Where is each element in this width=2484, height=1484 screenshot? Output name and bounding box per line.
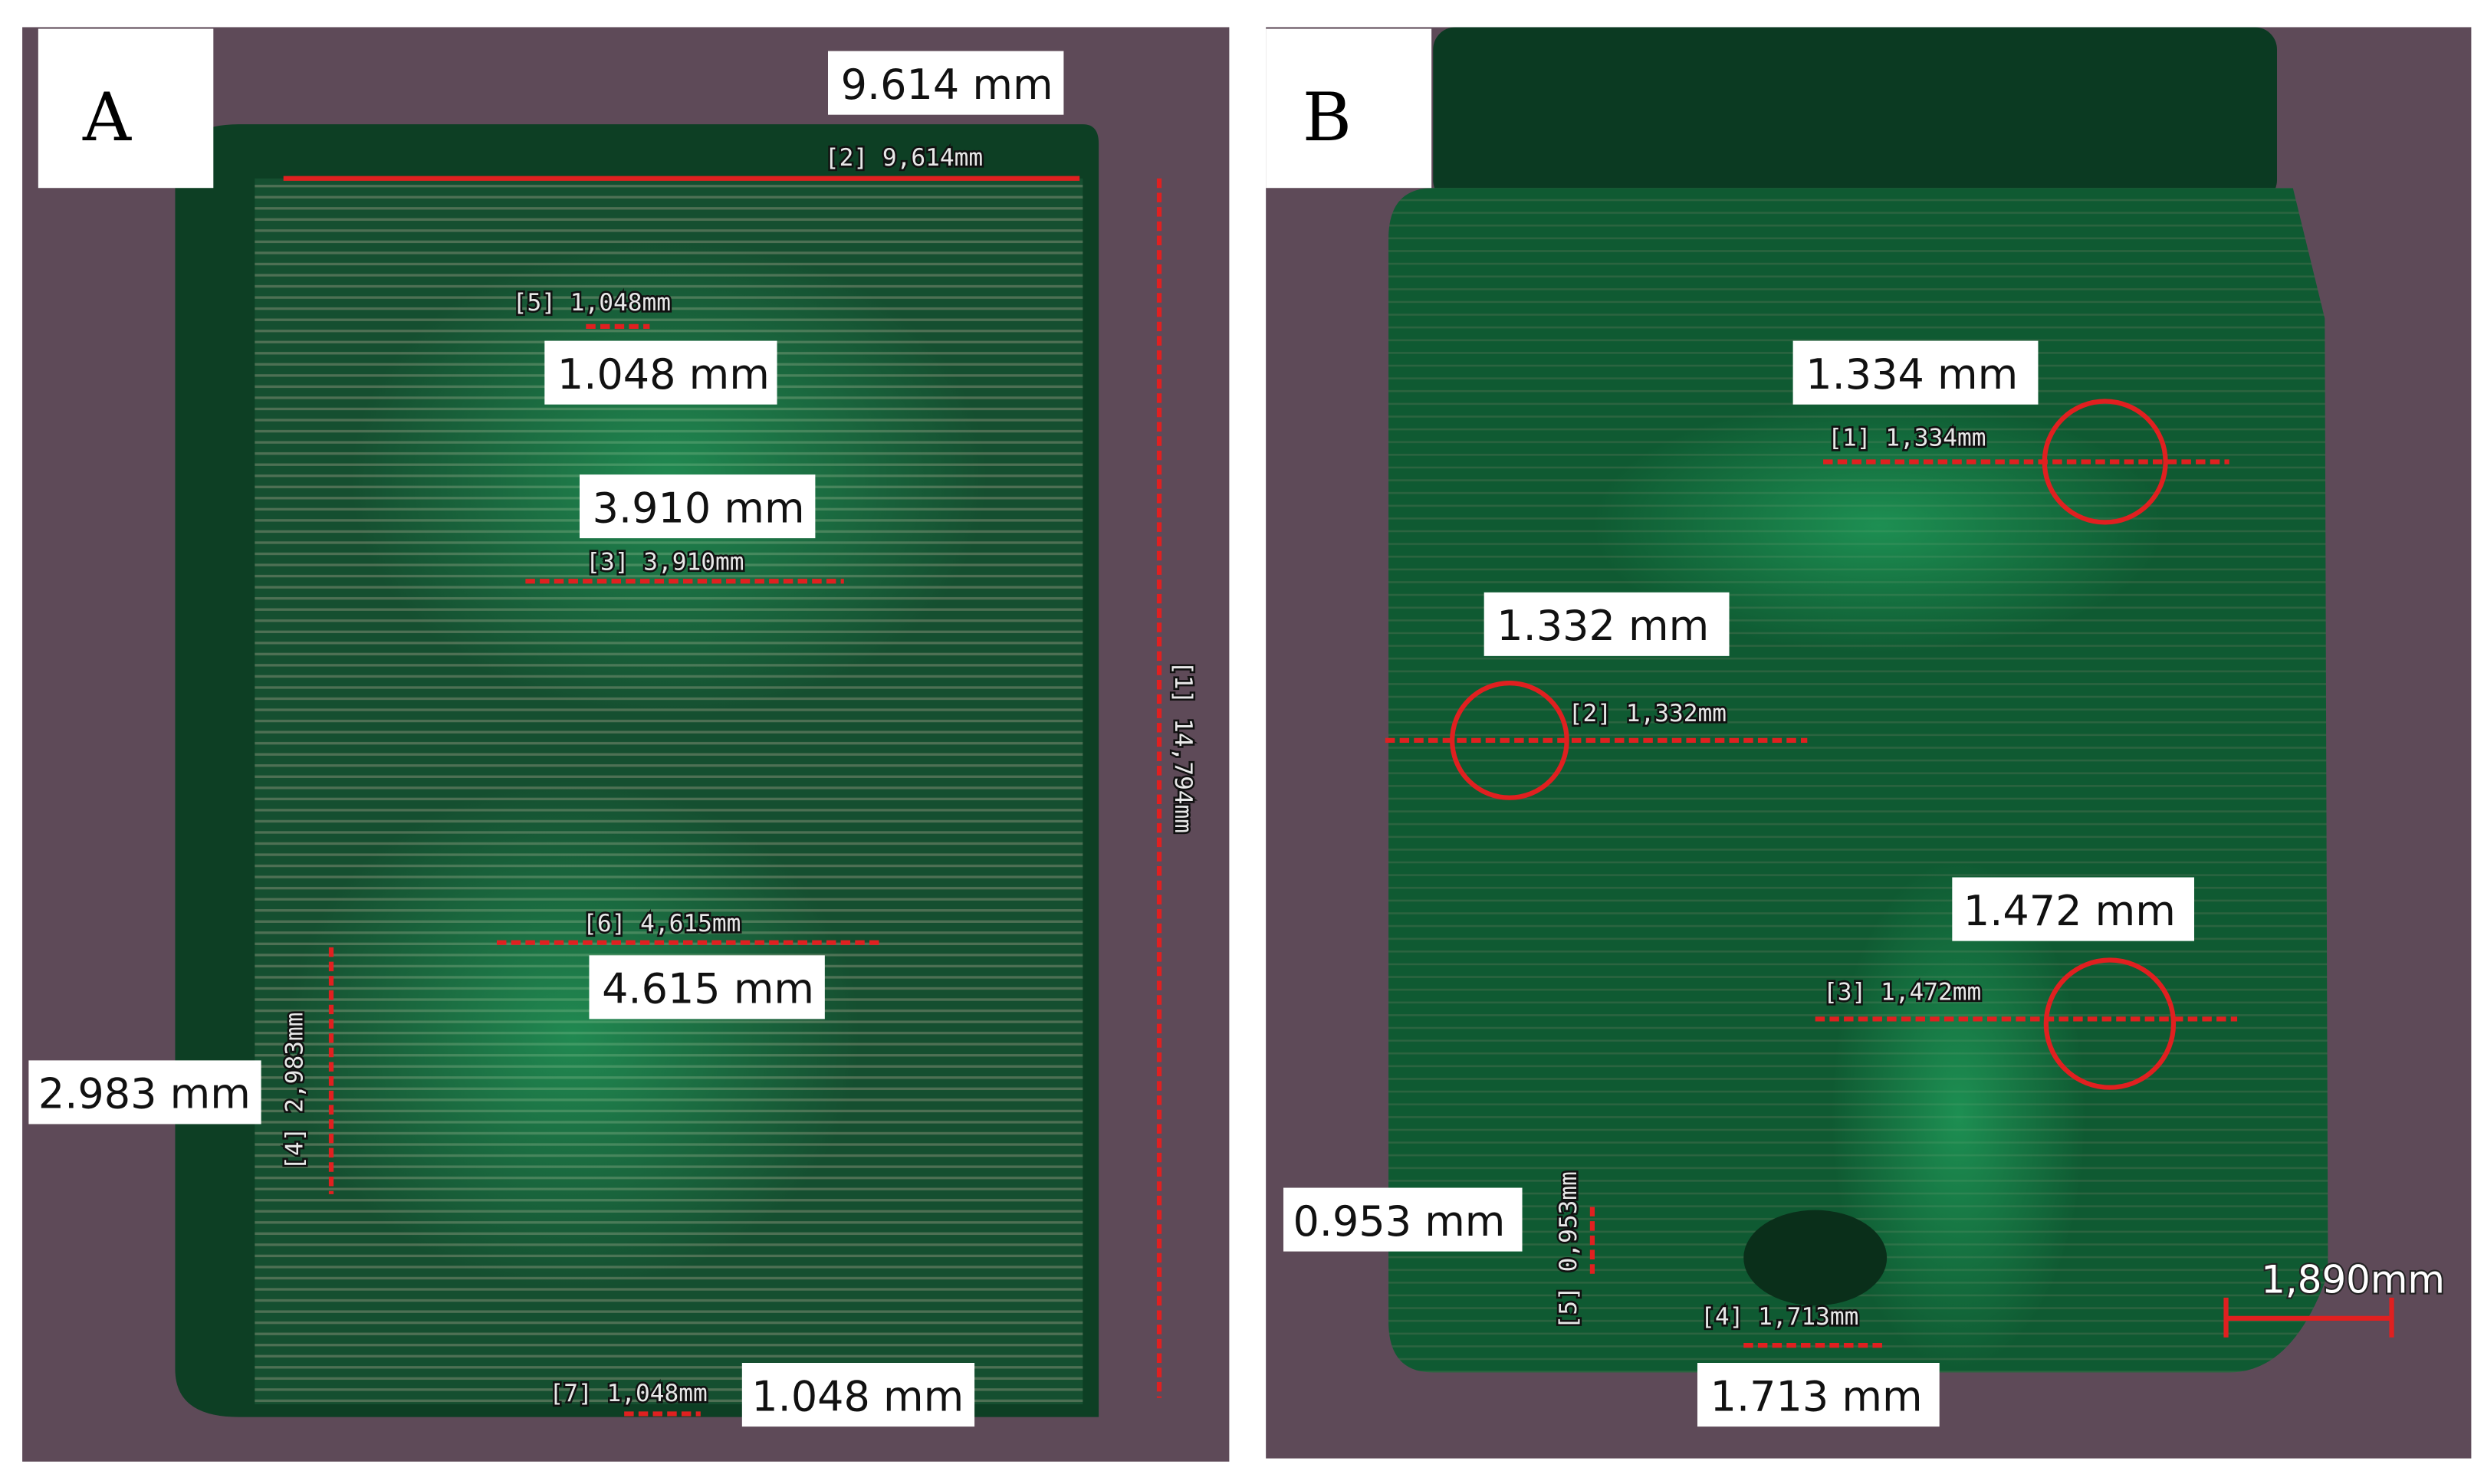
callout: 1.048 mm <box>557 350 770 399</box>
measure-label: [4] 1,713mm <box>1700 1303 1858 1331</box>
callout: 1.713 mm <box>1710 1372 1923 1420</box>
measure-label: [3] 3,910mm <box>586 549 744 576</box>
callout: 0.953 mm <box>1293 1197 1505 1246</box>
panel-b: 1,890mm B 1.334 mm 1.332 mm 1.472 mm 0.9… <box>1266 27 2472 1459</box>
callout: 1.472 mm <box>1963 887 2176 935</box>
scale-bar: 1,890mm <box>2223 1256 2446 1338</box>
callout: 1.332 mm <box>1497 602 1709 650</box>
callout: 3.910 mm <box>593 484 805 532</box>
callout: 2.983 mm <box>38 1070 251 1118</box>
panel-a: A 9.614 mm 1.048 mm 3.910 mm 4.615 mm 2.… <box>22 27 1230 1462</box>
hole-1 <box>2042 399 2168 525</box>
measure-label: [3] 1,472mm <box>1823 978 1981 1006</box>
callout: 9.614 mm <box>841 61 1053 109</box>
measure-label: [4] 2,983mm <box>281 1012 309 1170</box>
measure-label: [1] 14,794mm <box>1169 661 1197 833</box>
callout: 1.048 mm <box>751 1372 964 1420</box>
measure-label: [1] 1,334mm <box>1828 425 1986 452</box>
panel-label: B <box>1303 78 1352 156</box>
panel-label: A <box>82 78 132 156</box>
measure-label: [5] 1,048mm <box>513 289 671 317</box>
measure-label: [7] 1,048mm <box>550 1380 708 1407</box>
hole-2 <box>1450 681 1569 800</box>
measure-label: [2] 1,332mm <box>1569 700 1727 727</box>
hole-3 <box>2043 957 2177 1090</box>
callout: 1.334 mm <box>1806 350 2018 399</box>
measure-label: [5] 0,953mm <box>1555 1171 1582 1329</box>
scale-bar-label: 1,890mm <box>2261 1258 2445 1302</box>
measure-label: [2] 9,614mm <box>825 144 983 172</box>
callout: 4.615 mm <box>602 965 814 1013</box>
measure-label: [6] 4,615mm <box>583 910 741 937</box>
